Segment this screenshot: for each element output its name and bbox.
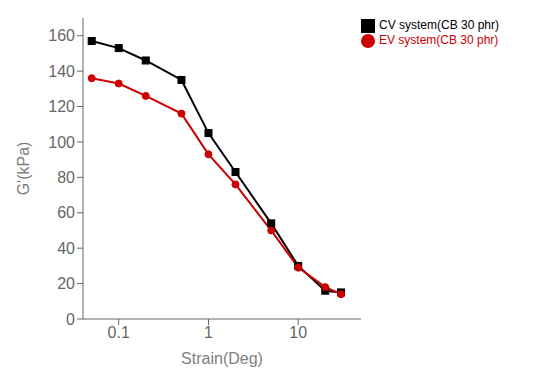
html-text:EV system(CB 30 phr): EV system(CB 30 phr) <box>379 32 499 47</box>
svg-text:10: 10 <box>289 324 307 341</box>
svg-text:G'(kPa): G'(kPa) <box>15 142 32 196</box>
svg-text:40: 40 <box>57 240 75 257</box>
svg-text:1: 1 <box>204 324 213 341</box>
svg-text:80: 80 <box>57 169 75 186</box>
svg-text:120: 120 <box>48 98 75 115</box>
svg-text:0: 0 <box>66 311 75 328</box>
svg-text:100: 100 <box>48 134 75 151</box>
svg-text:20: 20 <box>57 275 75 292</box>
svg-text:0.1: 0.1 <box>108 324 130 341</box>
svg-text:160: 160 <box>48 27 75 44</box>
svg-text:140: 140 <box>48 63 75 80</box>
svg-text:Strain(Deg): Strain(Deg) <box>181 350 263 367</box>
html-text:CV system(CB 30 phr): CV system(CB 30 phr) <box>379 18 499 32</box>
svg-text:60: 60 <box>57 204 75 221</box>
